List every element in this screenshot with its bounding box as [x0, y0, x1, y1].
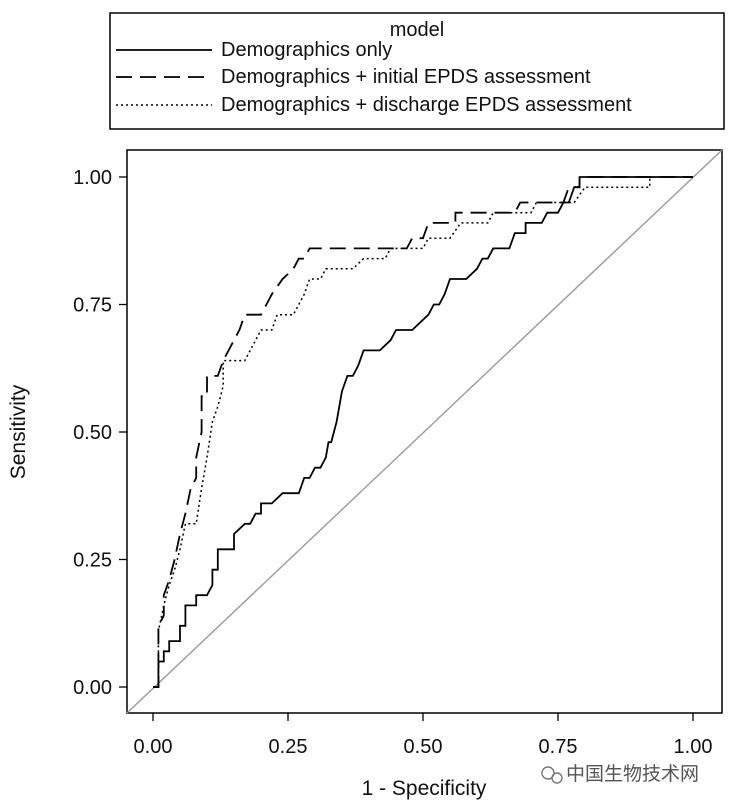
legend-label: Demographics + discharge EPDS assessment: [221, 94, 632, 116]
series-line-dashed: [153, 176, 693, 688]
axis-ticks: 0.00 0.25 0.50 0.75 1.00 0.00 0.25 0.50 0.75 1.00: [73, 167, 712, 758]
y-axis-title: Sensitivity: [7, 384, 30, 479]
series-layer: [153, 176, 693, 688]
legend-items: Demographics only Demographics + initial …: [116, 39, 632, 116]
legend: model Demographics only Demographics + in…: [109, 12, 725, 130]
x-tick-label: 0.75: [539, 736, 578, 758]
y-tick-label: 0.00: [73, 677, 112, 699]
series-line-solid: [153, 176, 693, 688]
legend-label: Demographics + initial EPDS assessment: [221, 66, 591, 88]
x-tick-label: 0.00: [134, 736, 173, 758]
x-tick-label: 1.00: [674, 736, 713, 758]
legend-title: model: [390, 19, 444, 41]
legend-label: Demographics only: [221, 39, 392, 61]
wechat-icon-bubble: [551, 772, 563, 784]
watermark-text: 中国生物技术网: [566, 763, 699, 785]
y-tick-label: 0.25: [73, 550, 112, 572]
y-tick-label: 0.75: [73, 295, 112, 317]
x-axis-title: 1 - Specificity: [362, 777, 487, 800]
reference-diagonal: [126, 149, 723, 714]
x-tick-label: 0.25: [269, 736, 308, 758]
x-tick-label: 0.50: [404, 736, 443, 758]
y-tick-label: 0.50: [73, 422, 112, 444]
watermark: 中国生物技术网: [541, 763, 699, 785]
y-tick-label: 1.00: [73, 167, 112, 189]
reference-line: [126, 149, 723, 714]
wechat-icon: [541, 766, 555, 780]
legend-frame: [109, 12, 725, 130]
